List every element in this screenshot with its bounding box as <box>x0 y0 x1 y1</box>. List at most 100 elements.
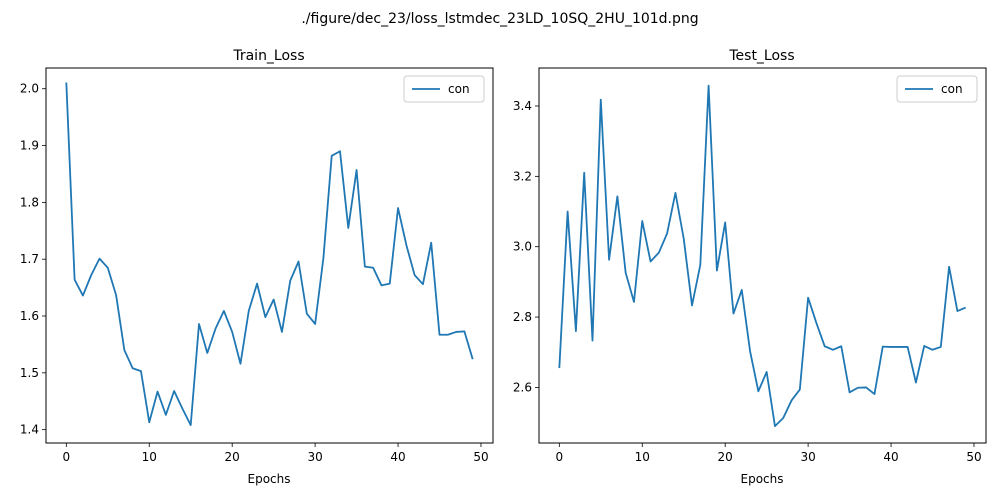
test-loss-ytick-label: 3.0 <box>513 240 532 254</box>
train-loss-data-point <box>123 349 125 351</box>
test-loss-ytick-label: 3.4 <box>513 99 532 113</box>
train-loss-data-point <box>372 267 374 269</box>
test-loss-data-point <box>650 261 652 263</box>
train-loss-panel: Train_Loss Epochs 0 10 20 30 40 50 1.4 1.5 1.6 1.… <box>20 48 494 486</box>
train-loss-legend-label: con <box>448 82 470 96</box>
train-loss-data-point <box>356 169 358 171</box>
test-loss-data-point <box>592 340 594 342</box>
train-loss-data-point <box>173 390 175 392</box>
figure-suptitle: ./figure/dec_23/loss_lstmdec_23LD_10SQ_2… <box>301 11 698 27</box>
train-loss-data-point <box>331 155 333 157</box>
test-loss-data-point <box>741 289 743 291</box>
train-loss-data-point <box>115 294 117 296</box>
test-loss-data-point <box>907 346 909 348</box>
test-loss-data-point <box>625 272 627 274</box>
train-loss-data-point <box>82 295 84 297</box>
test-loss-series-line <box>558 84 967 428</box>
test-loss-legend-label: con <box>941 82 963 96</box>
train-loss-data-point <box>165 414 167 416</box>
train-loss-data-point <box>231 331 233 333</box>
test-loss-data-point <box>807 297 809 299</box>
train-loss-data-point <box>148 421 150 423</box>
train-loss-data-point <box>364 266 366 268</box>
test-loss-data-point <box>898 346 900 348</box>
train-loss-data-point <box>314 323 316 325</box>
test-loss-data-point <box>724 222 726 224</box>
test-loss-data-point <box>923 345 925 347</box>
test-loss-xtick-label: 30 <box>800 450 815 464</box>
test-loss-data-point <box>641 220 643 222</box>
test-loss-ytick-label: 2.6 <box>513 380 532 394</box>
test-loss-data-point <box>658 252 660 254</box>
test-loss-data-point <box>749 350 751 352</box>
train-loss-data-point <box>339 150 341 152</box>
train-loss-xtick-label: 10 <box>142 450 157 464</box>
train-loss-data-point <box>289 280 291 282</box>
test-loss-data-point <box>675 192 677 194</box>
test-loss-data-point <box>583 172 585 174</box>
test-loss-data-point <box>890 346 892 348</box>
test-loss-xtick-label: 40 <box>883 450 898 464</box>
train-loss-data-point <box>306 313 308 315</box>
test-loss-data-point <box>956 310 958 312</box>
test-loss-data-point <box>799 389 801 391</box>
test-loss-data-point <box>948 266 950 268</box>
test-loss-data-point <box>699 264 701 266</box>
test-loss-data-point <box>874 393 876 395</box>
test-loss-data-point <box>816 322 818 324</box>
test-loss-data-point <box>600 99 602 101</box>
train-loss-series-line <box>65 82 474 427</box>
train-loss-data-point <box>65 82 67 84</box>
test-loss-data-point <box>567 211 569 213</box>
test-loss-data-point <box>849 391 851 393</box>
test-loss-panel: Test_Loss Epochs 0 10 20 30 40 50 2.6 2.8 3.0 3.2… <box>513 48 987 486</box>
train-loss-data-point <box>430 242 432 244</box>
train-loss-data-point <box>472 358 474 360</box>
test-loss-data-point <box>608 259 610 261</box>
test-loss-plot-frame <box>538 67 987 444</box>
train-loss-ytick-label: 2.0 <box>20 82 39 96</box>
test-loss-legend-box <box>896 75 978 103</box>
train-loss-data-point <box>240 363 242 365</box>
train-loss-data-point <box>107 267 109 269</box>
train-loss-xtick-label: 50 <box>473 450 488 464</box>
train-loss-plot-frame <box>45 67 494 444</box>
train-loss-xtick-label: 40 <box>390 450 405 464</box>
train-loss-data-point <box>463 330 465 332</box>
test-loss-xtick-label: 50 <box>966 450 981 464</box>
train-loss-data-point <box>223 310 225 312</box>
test-loss-data-point <box>774 425 776 427</box>
test-loss-xtick-label: 0 <box>555 450 563 464</box>
test-loss-data-point <box>865 387 867 389</box>
test-loss-data-point <box>857 387 859 389</box>
train-loss-data-point <box>414 274 416 276</box>
test-loss-data-point <box>940 346 942 348</box>
test-loss-data-point <box>575 330 577 332</box>
train-loss-data-point <box>389 283 391 285</box>
test-loss-data-point <box>616 196 618 198</box>
test-loss-ytick-label: 2.8 <box>513 310 532 324</box>
train-loss-data-point <box>132 367 134 369</box>
test-loss-data-point <box>832 349 834 351</box>
test-loss-data-point <box>791 400 793 402</box>
test-loss-ytick-label: 3.2 <box>513 169 532 183</box>
train-loss-xtick-label: 20 <box>225 450 240 464</box>
train-loss-ytick-label: 1.9 <box>20 139 39 153</box>
test-loss-title: Test_Loss <box>728 48 794 64</box>
test-loss-data-point <box>691 305 693 307</box>
train-loss-data-point <box>264 316 266 318</box>
test-loss-data-point <box>840 345 842 347</box>
test-loss-data-point <box>733 313 735 315</box>
test-loss-data-point <box>915 382 917 384</box>
test-loss-data-point <box>824 345 826 347</box>
test-loss-data-point <box>633 301 635 303</box>
train-loss-data-point <box>190 424 192 426</box>
train-loss-data-point <box>182 408 184 410</box>
train-loss-ytick-label: 1.4 <box>20 423 39 437</box>
train-loss-data-point <box>206 352 208 354</box>
train-loss-title: Train_Loss <box>232 48 304 64</box>
train-loss-data-point <box>99 258 101 260</box>
test-loss-data-point <box>666 232 668 234</box>
train-loss-data-point <box>256 283 258 285</box>
